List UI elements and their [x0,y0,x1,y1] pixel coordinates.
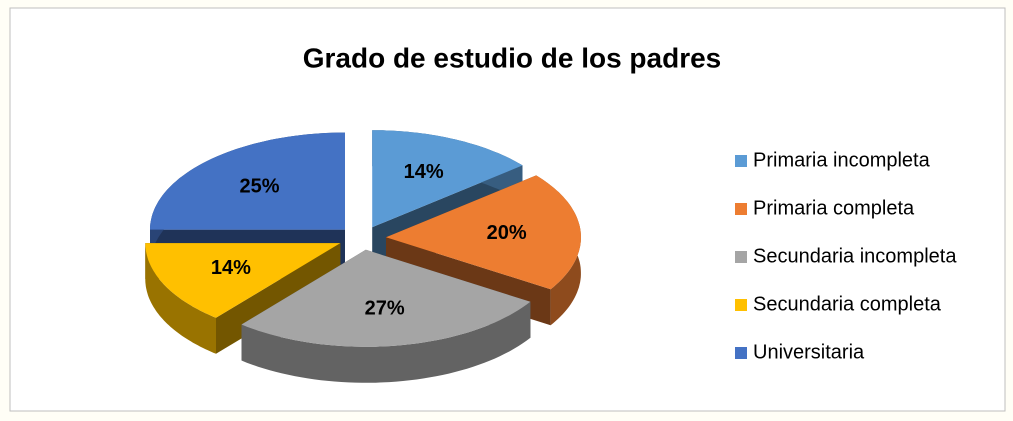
chart-title: Grado de estudio de los padres [303,42,722,73]
slice-top [145,243,341,318]
legend-label: Universitaria [753,341,865,363]
legend-swatch [735,251,747,263]
data-label: 20% [487,222,527,244]
legend-label: Primaria incompleta [753,149,931,171]
data-label: 14% [211,257,251,279]
slice-top [372,130,523,228]
legend-label: Secundaria completa [753,293,942,315]
pie-slice [241,249,531,383]
slice-side [241,301,531,383]
legend-swatch [735,347,747,359]
legend-label: Secundaria incompleta [753,245,957,267]
legend-label: Primaria completa [753,197,915,219]
slice-top [241,249,531,347]
data-label: 14% [404,161,444,183]
legend-swatch [735,299,747,311]
legend-swatch [735,155,747,167]
slice-top [150,132,345,230]
data-label: 27% [365,297,405,319]
legend-swatch [735,203,747,215]
slice-top [386,175,581,290]
slice-side [145,243,216,354]
data-label: 25% [240,175,280,197]
